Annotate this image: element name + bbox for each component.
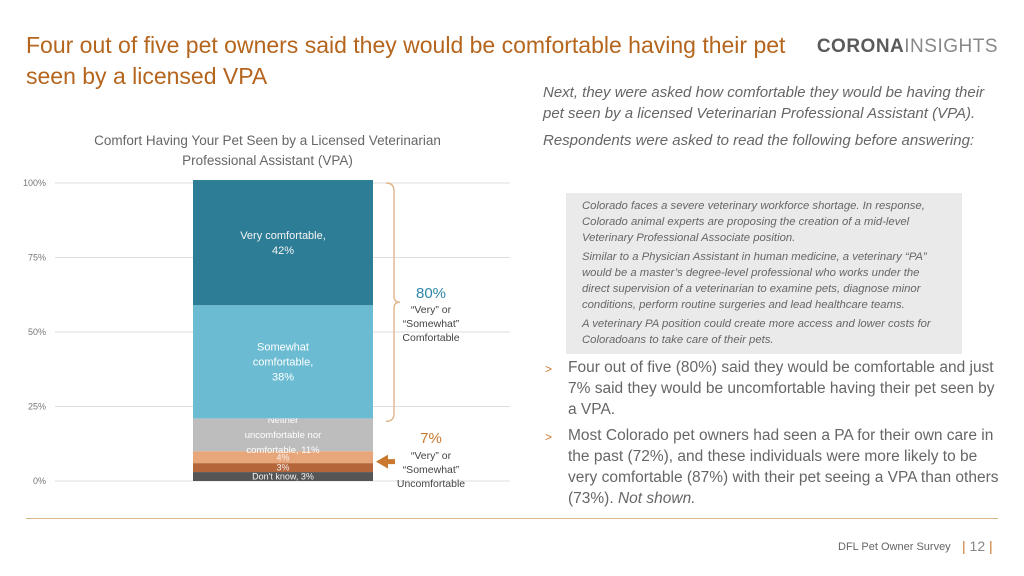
- callout-label: Uncomfortable: [397, 478, 465, 490]
- footer-survey-name: DFL Pet Owner Survey: [838, 541, 951, 553]
- data-label: Neither: [268, 415, 299, 426]
- page-number: | 12 |: [962, 538, 993, 554]
- y-tick-label: 50%: [28, 327, 46, 337]
- data-label: uncomfortable nor: [245, 430, 322, 441]
- logo-corona: CORONA: [816, 36, 905, 57]
- footer-divider: [26, 518, 998, 519]
- y-tick-label: 0%: [33, 476, 46, 486]
- data-label: Very comfortable,: [240, 230, 326, 242]
- data-label: 38%: [272, 372, 294, 384]
- intro-text: Next, they were asked how comfortable th…: [543, 82, 998, 157]
- page-number-value: 12: [969, 538, 986, 554]
- data-label: 4%: [276, 452, 289, 462]
- finding-text: Most Colorado pet owners had seen a PA f…: [568, 427, 999, 507]
- stacked-bar-chart: 0% 25% 50% 75% 100% Don't know, 3%3%4% Neither…: [23, 178, 510, 490]
- page-separator-right: |: [989, 538, 993, 554]
- corona-insights-logo: CORONAINSIGHTS: [817, 36, 998, 58]
- chart-title: Comfort Having Your Pet Seen by a Licens…: [94, 133, 441, 168]
- bar-segment: [193, 305, 373, 419]
- callout-label: Comfortable: [402, 332, 459, 344]
- logo-insights: INSIGHTS: [904, 36, 998, 57]
- callout-label: “Somewhat”: [403, 318, 460, 330]
- intro-paragraph-1: Next, they were asked how comfortable th…: [543, 84, 985, 122]
- bar-segment: [193, 180, 373, 306]
- intro-paragraph-2: Respondents were asked to read the follo…: [543, 132, 975, 149]
- callout-value: 80%: [416, 285, 446, 302]
- data-label: Somewhat: [257, 342, 309, 354]
- key-findings-list: > Four out of five (80%) said they would…: [545, 357, 1005, 514]
- data-label: Don't know, 3%: [252, 472, 314, 482]
- finding-item: > Four out of five (80%) said they would…: [545, 357, 1005, 420]
- y-tick-label: 25%: [28, 402, 46, 412]
- callout-label: “Very” or: [411, 450, 452, 462]
- chevron-right-icon: >: [545, 362, 553, 376]
- finding-item: > Most Colorado pet owners had seen a PA…: [545, 425, 1005, 509]
- bar-segment: [193, 451, 373, 464]
- page-separator-left: |: [962, 538, 966, 554]
- page-title: Four out of five pet owners said they wo…: [26, 32, 786, 89]
- data-label: 3%: [276, 463, 289, 473]
- finding-text: Four out of five (80%) said they would b…: [568, 359, 995, 418]
- bar-segment: [193, 472, 373, 481]
- bar-segment: [193, 418, 373, 452]
- data-label: 42%: [272, 245, 294, 257]
- callout-label: “Somewhat”: [403, 464, 460, 476]
- y-tick-label: 75%: [28, 253, 46, 263]
- data-label: comfortable, 11%: [246, 445, 320, 456]
- callout-bracket: [385, 182, 401, 423]
- survey-prompt-box: Colorado faces a severe veterinary workf…: [566, 193, 962, 354]
- prompt-paragraph-2: Similar to a Physician Assistant in huma…: [582, 251, 927, 311]
- prompt-paragraph-3: A veterinary PA position could create mo…: [582, 318, 931, 346]
- not-shown-note: Not shown.: [617, 490, 696, 507]
- y-tick-label: 100%: [23, 178, 46, 188]
- data-label: comfortable,: [253, 357, 314, 369]
- arrow-left-icon: [376, 454, 388, 469]
- prompt-paragraph-1: Colorado faces a severe veterinary workf…: [582, 200, 925, 244]
- callout-value: 7%: [420, 430, 442, 447]
- callout-label: “Very” or: [411, 304, 452, 316]
- chevron-right-icon: >: [545, 430, 553, 444]
- bar-segment: [193, 463, 373, 473]
